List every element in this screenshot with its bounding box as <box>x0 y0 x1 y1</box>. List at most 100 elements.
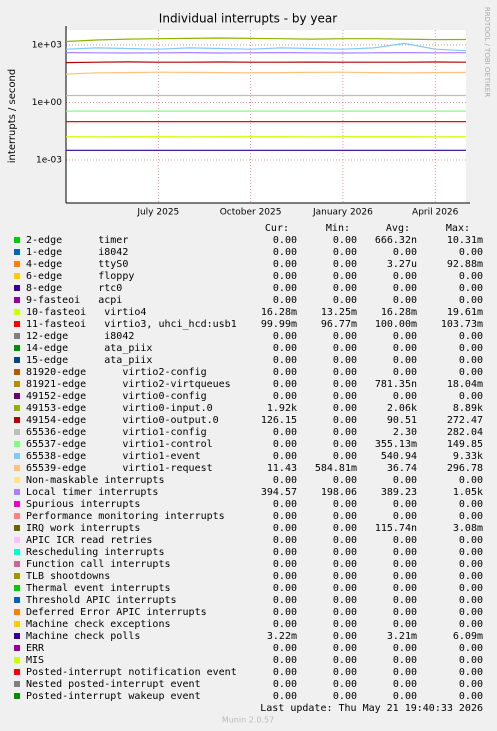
legend-header: Max: <box>446 223 470 234</box>
legend-stat: 0.00 <box>459 655 483 666</box>
legend-stat: 0.00 <box>273 439 297 450</box>
legend-swatch <box>14 273 20 279</box>
legend-swatch <box>14 417 20 423</box>
legend-stat: 0.00 <box>333 595 357 606</box>
legend-stat: 3.22m <box>267 631 297 642</box>
legend-stat: 0.00 <box>333 259 357 270</box>
legend-stat: 0.00 <box>273 619 297 630</box>
legend-stat: 0.00 <box>273 247 297 258</box>
legend-swatch <box>14 405 20 411</box>
legend-stat: 0.00 <box>273 259 297 270</box>
legend-swatch <box>14 237 20 243</box>
legend-stat: 96.77m <box>321 319 357 330</box>
legend-swatch <box>14 369 20 375</box>
legend-stat: 6.09m <box>453 631 483 642</box>
legend-stat: 0.00 <box>333 619 357 630</box>
legend-stat: 0.00 <box>459 643 483 654</box>
legend-stat: 0.00 <box>393 367 417 378</box>
legend-stat: 0.00 <box>459 547 483 558</box>
legend-stat: 126.15 <box>261 415 297 426</box>
legend-stat: 0.00 <box>459 691 483 702</box>
legend-stat: 0.00 <box>273 451 297 462</box>
legend-stat: 0.00 <box>393 571 417 582</box>
legend-stat: 0.00 <box>333 535 357 546</box>
legend-stat: 0.00 <box>273 547 297 558</box>
legend-stat: 0.00 <box>333 283 357 294</box>
legend-stat: 0.00 <box>459 619 483 630</box>
legend-label: 6-edge floppy <box>26 271 134 282</box>
legend-stat: 0.00 <box>459 391 483 402</box>
legend-stat: 0.00 <box>273 331 297 342</box>
legend-stat: 11.43 <box>267 463 297 474</box>
y-axis-label: interrupts / second <box>7 69 18 163</box>
legend-swatch <box>14 393 20 399</box>
legend-stat: 0.00 <box>333 343 357 354</box>
series-line <box>65 42 467 52</box>
legend-swatch <box>14 513 20 519</box>
legend-swatch <box>14 309 20 315</box>
legend-label: 12-edge i8042 <box>26 331 134 342</box>
watermark: RRDTOOL / TOBI OETIKER <box>483 7 491 97</box>
legend-stat: 0.00 <box>333 367 357 378</box>
legend-stat: 0.00 <box>273 523 297 534</box>
legend-stat: 1.92k <box>267 403 297 414</box>
legend-stat: 90.51 <box>387 415 417 426</box>
legend-stat: 0.00 <box>273 571 297 582</box>
legend-stat: 0.00 <box>273 343 297 354</box>
legend-stat: 0.00 <box>333 643 357 654</box>
legend-swatch <box>14 297 20 303</box>
legend-stat: 0.00 <box>333 379 357 390</box>
legend-stat: 0.00 <box>393 559 417 570</box>
legend-stat: 3.27u <box>387 259 417 270</box>
legend-stat: 0.00 <box>393 607 417 618</box>
legend-swatch <box>14 681 20 687</box>
chart-title: Individual interrupts - by year <box>159 12 337 26</box>
legend-label: Deferred Error APIC interrupts <box>26 607 207 618</box>
legend-stat: 0.00 <box>273 583 297 594</box>
legend-stat: 0.00 <box>459 355 483 366</box>
legend-swatch <box>14 633 20 639</box>
legend-label: 9-fasteoi acpi <box>26 295 122 306</box>
legend-label: 49153-edge virtio0-input.0 <box>26 403 213 414</box>
legend-stat: 0.00 <box>393 475 417 486</box>
legend-stat: 0.00 <box>273 427 297 438</box>
legend-swatch <box>14 285 20 291</box>
legend-stat: 0.00 <box>333 475 357 486</box>
plot-area <box>66 30 466 203</box>
legend-stat: 0.00 <box>333 559 357 570</box>
legend-stat: 0.00 <box>333 547 357 558</box>
legend-swatch <box>14 453 20 459</box>
legend-stat: 3.08m <box>453 523 483 534</box>
legend-label: Performance monitoring interrupts <box>26 511 225 522</box>
legend-stat: 0.00 <box>393 679 417 690</box>
legend-stat: 0.00 <box>459 535 483 546</box>
legend-label: 1-edge i8042 <box>26 247 128 258</box>
legend-stat: 92.88m <box>447 259 483 270</box>
legend-swatch <box>14 429 20 435</box>
legend-swatch <box>14 501 20 507</box>
legend-stat: 16.28m <box>261 307 297 318</box>
legend-stat: 0.00 <box>333 235 357 246</box>
x-tick-label: April 2026 <box>412 208 459 218</box>
legend-stat: 0.00 <box>333 583 357 594</box>
legend-swatch <box>14 609 20 615</box>
legend-stat: 0.00 <box>333 355 357 366</box>
legend-label: IRQ work interrupts <box>26 523 140 534</box>
legend-swatch <box>14 477 20 483</box>
legend-stat: 0.00 <box>393 691 417 702</box>
legend-stat: 0.00 <box>459 511 483 522</box>
y-tick-label: 1e+03 <box>32 40 62 50</box>
legend-label: Machine check exceptions <box>26 619 171 630</box>
legend-label: 10-fasteoi virtio4 <box>26 307 146 318</box>
legend-stat: 115.74n <box>375 523 417 534</box>
legend-stat: 0.00 <box>273 235 297 246</box>
legend-swatch <box>14 261 20 267</box>
legend-stat: 198.06 <box>321 487 357 498</box>
legend-stat: 296.78 <box>447 463 483 474</box>
legend-swatch <box>14 669 20 675</box>
legend-stat: 355.13m <box>375 439 417 450</box>
legend-stat: 0.00 <box>273 499 297 510</box>
footer: Munin 2.0.57 <box>222 716 274 725</box>
legend-label: 15-edge ata_piix <box>26 355 152 366</box>
legend-stat: 0.00 <box>393 391 417 402</box>
